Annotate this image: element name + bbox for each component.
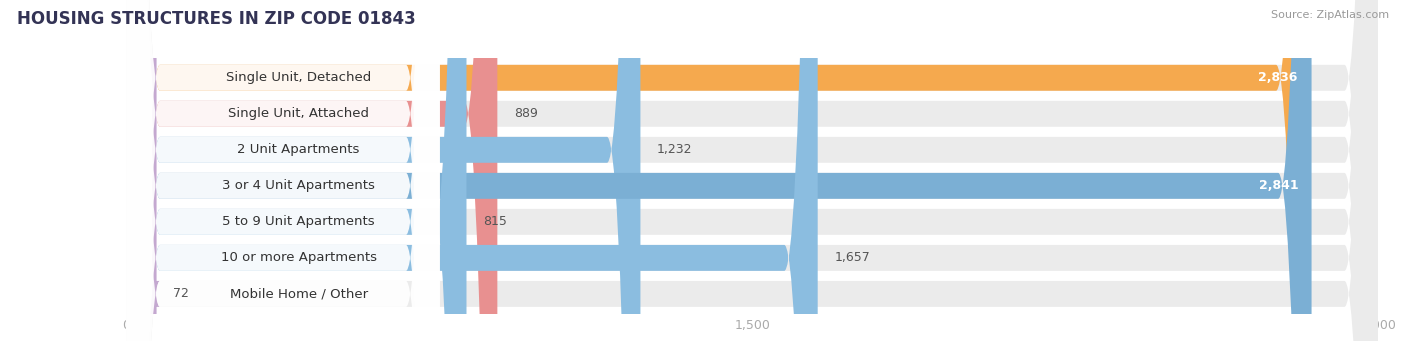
- FancyBboxPatch shape: [127, 0, 818, 341]
- FancyBboxPatch shape: [127, 0, 1309, 341]
- FancyBboxPatch shape: [127, 0, 439, 341]
- Text: HOUSING STRUCTURES IN ZIP CODE 01843: HOUSING STRUCTURES IN ZIP CODE 01843: [17, 10, 416, 28]
- FancyBboxPatch shape: [127, 0, 439, 341]
- Text: 2,841: 2,841: [1260, 179, 1299, 192]
- FancyBboxPatch shape: [127, 0, 439, 341]
- FancyBboxPatch shape: [127, 0, 467, 341]
- FancyBboxPatch shape: [127, 0, 498, 341]
- Text: 72: 72: [173, 287, 190, 300]
- FancyBboxPatch shape: [127, 0, 439, 341]
- FancyBboxPatch shape: [124, 0, 160, 341]
- Text: 889: 889: [515, 107, 538, 120]
- FancyBboxPatch shape: [127, 0, 1378, 341]
- FancyBboxPatch shape: [127, 0, 1378, 341]
- FancyBboxPatch shape: [127, 0, 1378, 341]
- Text: Single Unit, Detached: Single Unit, Detached: [226, 71, 371, 84]
- FancyBboxPatch shape: [127, 0, 640, 341]
- Text: 815: 815: [484, 216, 508, 228]
- FancyBboxPatch shape: [127, 0, 1312, 341]
- FancyBboxPatch shape: [127, 0, 439, 341]
- Text: 1,657: 1,657: [834, 251, 870, 264]
- Text: 5 to 9 Unit Apartments: 5 to 9 Unit Apartments: [222, 216, 375, 228]
- Text: 2,836: 2,836: [1257, 71, 1296, 84]
- Text: Mobile Home / Other: Mobile Home / Other: [229, 287, 367, 300]
- Text: Source: ZipAtlas.com: Source: ZipAtlas.com: [1271, 10, 1389, 20]
- FancyBboxPatch shape: [127, 0, 439, 341]
- Text: 10 or more Apartments: 10 or more Apartments: [221, 251, 377, 264]
- FancyBboxPatch shape: [127, 0, 1378, 341]
- Text: 2 Unit Apartments: 2 Unit Apartments: [238, 143, 360, 156]
- FancyBboxPatch shape: [127, 0, 439, 341]
- FancyBboxPatch shape: [127, 0, 1378, 341]
- FancyBboxPatch shape: [127, 0, 1378, 341]
- Text: 3 or 4 Unit Apartments: 3 or 4 Unit Apartments: [222, 179, 375, 192]
- Text: 1,232: 1,232: [657, 143, 693, 156]
- Text: Single Unit, Attached: Single Unit, Attached: [228, 107, 370, 120]
- FancyBboxPatch shape: [127, 0, 1378, 341]
